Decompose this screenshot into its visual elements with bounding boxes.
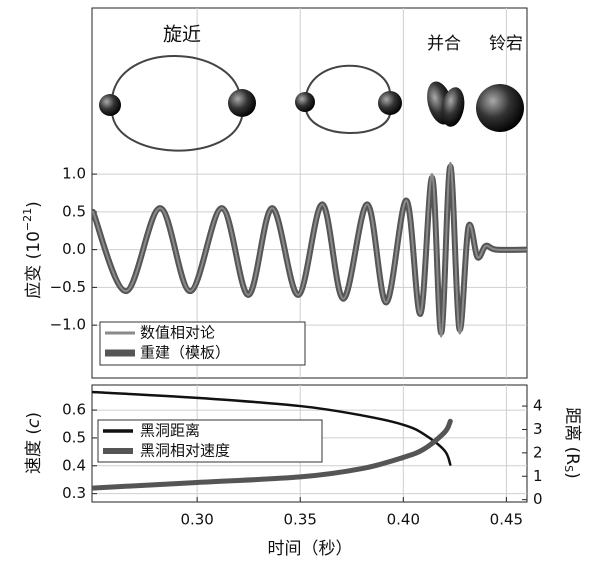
- x-tick-label: 0.40: [387, 511, 420, 529]
- annotation: 旋近: [163, 24, 201, 46]
- legend: [99, 321, 306, 366]
- y-tick-label: −0.5: [50, 278, 86, 296]
- annotation: 铃宕: [489, 34, 523, 54]
- y2-tick-label: 1: [533, 467, 543, 485]
- x-tick-label: 0.30: [180, 511, 213, 529]
- panel-frame: [91, 384, 528, 503]
- y-tick-label: 0.5: [62, 428, 86, 446]
- y2-tick-label: 0: [533, 490, 543, 508]
- y-axis-title: 应变 (10−21): [21, 201, 44, 299]
- y-tick-label: 0.5: [62, 202, 86, 220]
- legend-label: 数值相对论: [140, 324, 215, 342]
- series-line: [92, 418, 453, 491]
- legend-label: 黑洞距离: [140, 422, 200, 440]
- y-tick-label: 0.6: [62, 401, 86, 419]
- y2-tick-label: 3: [533, 420, 543, 438]
- y2-tick-label: 4: [533, 397, 543, 415]
- y2-tick-label: 2: [533, 443, 543, 461]
- x-tick-label: 0.35: [284, 511, 317, 529]
- y-tick-label: 0.0: [62, 240, 86, 258]
- y-tick-label: 0.4: [62, 456, 86, 474]
- x-tick-label: 0.45: [490, 511, 523, 529]
- y-tick-label: −1.0: [50, 316, 86, 334]
- series-line: [92, 161, 527, 338]
- series-line: [92, 390, 452, 466]
- illustration: [99, 55, 524, 152]
- y-axis-title: 速度 (c): [24, 412, 44, 474]
- y2-axis-title: 距离 (RS): [562, 407, 582, 478]
- legend-label: 黑洞相对速度: [140, 442, 230, 460]
- legend-label: 重建（模板）: [140, 344, 230, 362]
- y-tick-label: 1.0: [62, 165, 86, 183]
- x-axis-title: 时间（秒）: [268, 539, 353, 559]
- panel-frame: [91, 7, 528, 379]
- legend: [97, 419, 323, 463]
- y-tick-label: 0.3: [62, 484, 86, 502]
- annotation: 并合: [427, 34, 461, 54]
